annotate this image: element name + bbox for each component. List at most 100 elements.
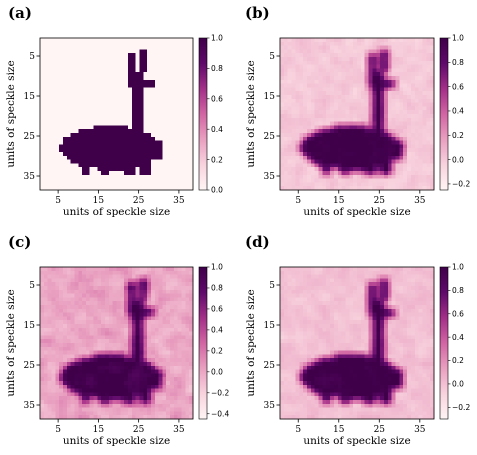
heatmap-cell [162,388,167,393]
heatmap-cell [372,64,377,69]
heatmap-cell [147,286,152,291]
heatmap-cell [170,155,175,160]
heatmap-cell [62,174,68,179]
heatmap-cell [364,267,369,272]
heatmap-cell [154,297,159,302]
heatmap-cell [280,60,285,65]
heatmap-cell [418,178,423,183]
heatmap-cell [376,155,381,160]
heatmap-cell [185,133,190,138]
heatmap-cell [124,159,129,164]
heatmap-cell [380,182,385,187]
heatmap-cell [116,384,121,389]
heatmap-cell [418,38,423,43]
heatmap-cell [185,305,190,310]
heatmap-cell [89,144,94,149]
heatmap-cell [101,98,106,103]
heatmap-cell [105,335,110,340]
heatmap-cell [158,289,163,294]
heatmap-cell [89,125,94,130]
colorbar-tick-label: 1.0 [211,263,223,272]
heatmap-cell [59,403,64,408]
heatmap-cell [124,167,129,172]
heatmap-cell [66,45,71,50]
heatmap-cell [62,327,68,332]
heatmap-cell [74,339,79,344]
heatmap-cell [116,110,121,115]
heatmap-cell [407,125,412,130]
heatmap-cell [105,320,110,325]
heatmap-cell [189,106,194,111]
heatmap-cell [162,369,167,374]
heatmap-cell [55,121,60,126]
heatmap-cell [376,159,381,164]
heatmap-cell [51,163,56,168]
heatmap-cell [131,278,136,283]
heatmap-cell [124,400,129,405]
heatmap-cell [112,392,117,397]
heatmap-cell [387,57,392,62]
heatmap-cell [395,57,400,62]
heatmap-cell [380,45,385,50]
heatmap-cell [120,64,125,69]
heatmap-cell [70,381,75,386]
heatmap-cell [177,79,182,84]
heatmap-cell [108,155,114,160]
heatmap-cell [181,343,186,348]
heatmap-cell [158,182,163,187]
heatmap-cell [310,267,315,272]
heatmap-cell [131,327,136,332]
heatmap-cell [383,110,389,115]
heatmap-cell [89,98,94,103]
heatmap-cell [399,114,404,119]
heatmap-cell [314,174,319,179]
heatmap-cell [181,396,186,401]
heatmap-cell [166,45,171,50]
heatmap-cell [62,57,68,62]
plot-frame [39,266,194,420]
heatmap-cell [173,316,179,321]
heatmap-cell [51,125,56,130]
heatmap-cell [93,297,98,302]
heatmap-cell [291,114,296,119]
heatmap-cell [391,87,396,92]
heatmap-cell [306,267,312,272]
heatmap-cell [124,346,129,351]
heatmap-cell [127,45,133,50]
heatmap-cell [74,282,79,287]
heatmap-cell [55,354,60,359]
heatmap-cell [345,72,350,77]
heatmap-cell [368,129,373,134]
heatmap-cell [55,381,60,386]
heatmap-cell [108,377,114,382]
heatmap-cell [418,171,423,176]
heatmap-cell [337,60,342,65]
heatmap-cell [135,343,140,348]
heatmap-cell [185,178,190,183]
heatmap-cell [173,72,179,77]
heatmap-cell [93,377,98,382]
heatmap-cell [59,178,64,183]
heatmap-cell [166,114,171,119]
heatmap-cell [326,182,331,187]
heatmap-cell [189,289,194,294]
heatmap-cell [162,186,167,191]
heatmap-cell [380,163,385,168]
heatmap-cell [66,144,71,149]
heatmap-cell [162,117,167,122]
heatmap-cell [66,415,71,420]
heatmap-cell [410,45,416,50]
heatmap-cell [395,121,400,126]
heatmap-cell [380,121,385,126]
heatmap-cell [166,365,171,370]
heatmap-cell [318,152,323,157]
heatmap-cell [59,79,64,84]
heatmap-cell [97,403,102,408]
heatmap-cell [322,152,327,157]
heatmap-cell [143,407,148,412]
heatmap-cell [89,87,94,92]
heatmap-cell [85,114,91,119]
heatmap-cell [173,121,179,126]
heatmap-cell [82,358,87,363]
heatmap-cell [399,53,404,58]
